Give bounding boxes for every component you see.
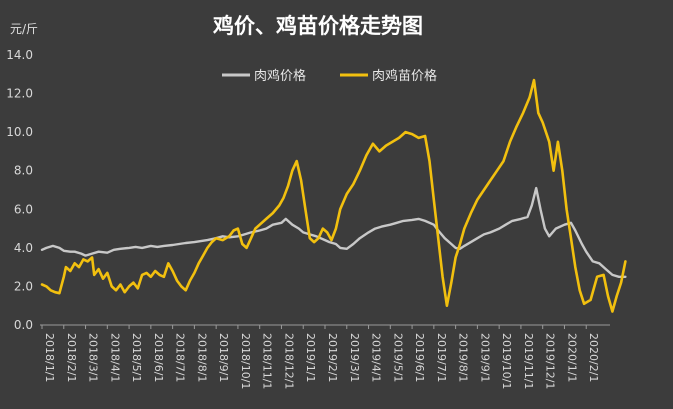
x-tick-label: 2018/4/1 xyxy=(108,333,121,382)
x-tick-label: 2018/9/1 xyxy=(217,333,230,382)
x-tick-label: 2019/5/1 xyxy=(391,333,404,382)
x-tick-label: 2018/2/1 xyxy=(65,333,78,382)
x-tick-label: 2019/6/1 xyxy=(413,333,426,382)
series-line-1 xyxy=(40,78,627,313)
x-tick-label: 2018/1/1 xyxy=(43,333,56,382)
x-tick-label: 2018/3/1 xyxy=(87,333,100,382)
x-tick-label: 2019/12/1 xyxy=(544,333,557,389)
x-tick-label: 2018/8/1 xyxy=(195,333,208,382)
x-tick-label: 2019/10/1 xyxy=(500,333,513,389)
y-axis-ticks: 0.0 2.0 4.0 6.0 8.0 10.0 12.0 14.0 xyxy=(6,48,33,332)
y-tick-label: 10.0 xyxy=(6,125,33,139)
y-tick-label: 0.0 xyxy=(14,318,33,332)
series-line-0 xyxy=(40,186,627,278)
x-tick-label: 2019/7/1 xyxy=(435,333,448,382)
legend-label-0: 肉鸡价格 xyxy=(254,68,306,84)
x-tick-label: 2018/12/1 xyxy=(282,333,295,389)
x-tick-label: 2018/7/1 xyxy=(174,333,187,382)
y-tick-label: 8.0 xyxy=(14,164,33,178)
y-tick-label: 2.0 xyxy=(14,279,33,293)
y-tick-label: 14.0 xyxy=(6,48,33,62)
series-lines xyxy=(40,78,627,313)
x-tick-label: 2019/1/1 xyxy=(304,333,317,382)
x-tick-label: 2018/5/1 xyxy=(130,333,143,382)
x-tick-label: 2018/6/1 xyxy=(152,333,165,382)
y-tick-label: 12.0 xyxy=(6,87,33,101)
legend: 肉鸡价格 肉鸡苗价格 xyxy=(222,68,437,84)
x-tick-label: 2019/9/1 xyxy=(478,333,491,382)
x-tick-label: 2020/2/1 xyxy=(587,333,600,382)
x-tick-label: 2019/3/1 xyxy=(348,333,361,382)
x-axis-ticks: 2018/1/1 2018/2/1 2018/3/1 2018/4/1 2018/5/1… xyxy=(41,325,600,389)
legend-label-1: 肉鸡苗价格 xyxy=(372,68,437,84)
y-axis-unit-label: 元/斤 xyxy=(10,22,38,36)
y-tick-label: 6.0 xyxy=(14,202,33,216)
x-tick-label: 2019/8/1 xyxy=(457,333,470,382)
x-tick-label: 2018/10/1 xyxy=(239,333,252,389)
x-tick-label: 2019/2/1 xyxy=(326,333,339,382)
x-tick-label: 2018/11/1 xyxy=(261,333,274,389)
x-tick-label: 2019/11/1 xyxy=(522,333,535,389)
chart-title: 鸡价、鸡苗价格走势图 xyxy=(212,14,423,38)
x-tick-label: 2019/4/1 xyxy=(370,333,383,382)
x-tick-label: 2020/1/1 xyxy=(565,333,578,382)
y-tick-label: 4.0 xyxy=(14,241,33,255)
